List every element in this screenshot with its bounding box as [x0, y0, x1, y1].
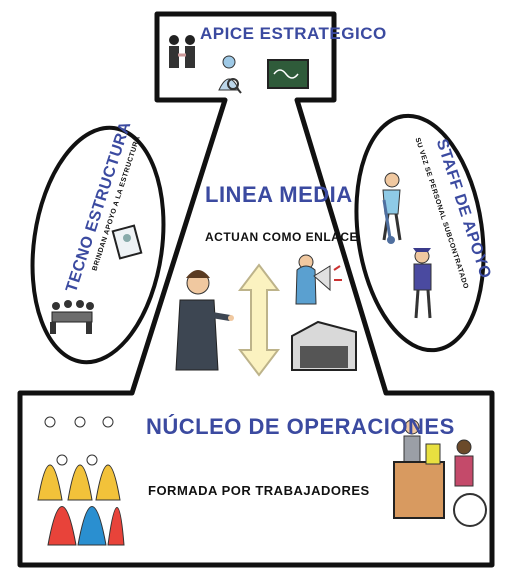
operating-core-title: NÚCLEO DE OPERACIONES	[146, 414, 455, 439]
chalkboard-icon	[267, 59, 309, 89]
workers-group-icon	[37, 416, 125, 546]
meeting-table-icon	[50, 300, 94, 334]
magnifier-person-icon	[218, 55, 242, 94]
megaphone-person-icon	[295, 254, 342, 305]
middle-line-title: LINEA MEDIA	[205, 182, 353, 207]
double-arrow-icon	[237, 263, 281, 377]
middle-line-subtitle: ACTUAN COMO ENLACE	[205, 230, 358, 244]
security-guard-icon	[413, 248, 432, 319]
factory-building-icon	[291, 320, 357, 371]
customer-service-icon	[393, 419, 487, 527]
apex-title: APICE ESTRATEGICO	[200, 24, 387, 43]
cleaning-person-icon	[382, 172, 402, 244]
manager-pointing-icon	[175, 270, 234, 371]
handshake-icon	[169, 35, 195, 68]
document-icon	[111, 224, 143, 260]
operating-core-subtitle: FORMADA POR TRABAJADORES	[148, 483, 370, 498]
